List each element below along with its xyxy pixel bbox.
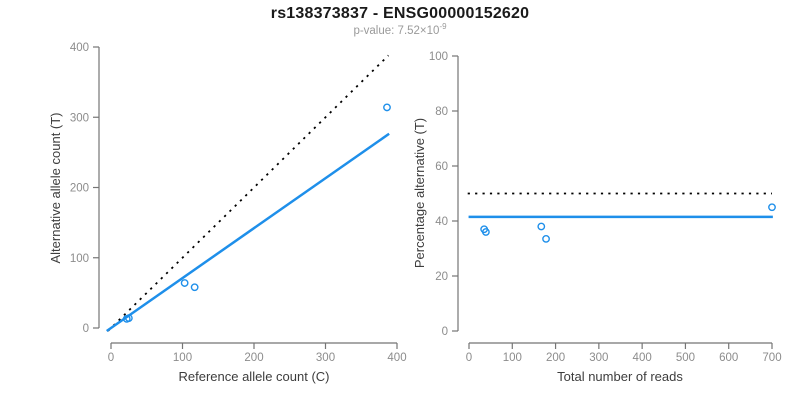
panel-allele-counts: 0 100 200 300 400 0 100 200 300 400 Reference alle…	[48, 42, 407, 384]
y-axis-title: Alternative allele count (T)	[48, 112, 63, 263]
x-tick-label: 300	[316, 352, 335, 364]
y-tick-label: 20	[435, 271, 448, 283]
x-tick-label: 0	[466, 352, 472, 364]
y-tick-label: 60	[435, 161, 448, 173]
x-tick-label: 400	[633, 352, 652, 364]
y-tick-label: 80	[435, 106, 448, 118]
x-tick-label: 500	[676, 352, 695, 364]
figure-title: rs138373837 - ENSG00000152620	[270, 5, 530, 22]
data-point	[180, 279, 189, 287]
x-tick-label: 400	[387, 352, 406, 364]
pvalue-text: p-value: 7.52×10	[353, 25, 440, 37]
x-tick-label: 300	[589, 352, 608, 364]
y-tick-label: 0	[442, 326, 448, 338]
data-point	[124, 314, 133, 323]
pvalue-exponent: -9	[439, 22, 447, 32]
y-tick-label: 0	[83, 323, 89, 335]
x-tick-label: 100	[173, 352, 192, 364]
x-tick-label: 0	[108, 352, 114, 364]
y-tick-label: 300	[70, 112, 89, 124]
regression-line	[105, 132, 390, 333]
data-point	[542, 234, 550, 243]
y-tick-label: 200	[70, 183, 89, 195]
data-point	[481, 228, 490, 236]
data-point	[190, 283, 199, 292]
x-tick-label: 200	[546, 352, 565, 364]
x-tick-label: 700	[762, 352, 781, 364]
identity-line	[107, 54, 390, 332]
x-axis-title: Total number of reads	[557, 369, 683, 384]
x-tick-label: 600	[719, 352, 738, 364]
data-point	[768, 203, 776, 212]
panel-percentage-alternative: 0 20 40 60 80 100 0 100 200 300 400 500 600 700 Total …	[412, 51, 782, 384]
figure-subtitle: p-value: 7.52×10-9	[0, 22, 800, 37]
y-axis-title: Percentage alternative (T)	[412, 118, 427, 268]
y-tick-label: 100	[429, 51, 448, 63]
x-tick-label: 200	[244, 352, 263, 364]
x-tick-label: 100	[503, 352, 522, 364]
data-point	[537, 222, 546, 231]
y-tick-label: 100	[70, 253, 89, 265]
x-axis-title: Reference allele count (C)	[178, 369, 329, 384]
y-tick-label: 400	[70, 42, 89, 54]
data-point	[383, 103, 391, 112]
y-tick-label: 40	[435, 216, 448, 228]
